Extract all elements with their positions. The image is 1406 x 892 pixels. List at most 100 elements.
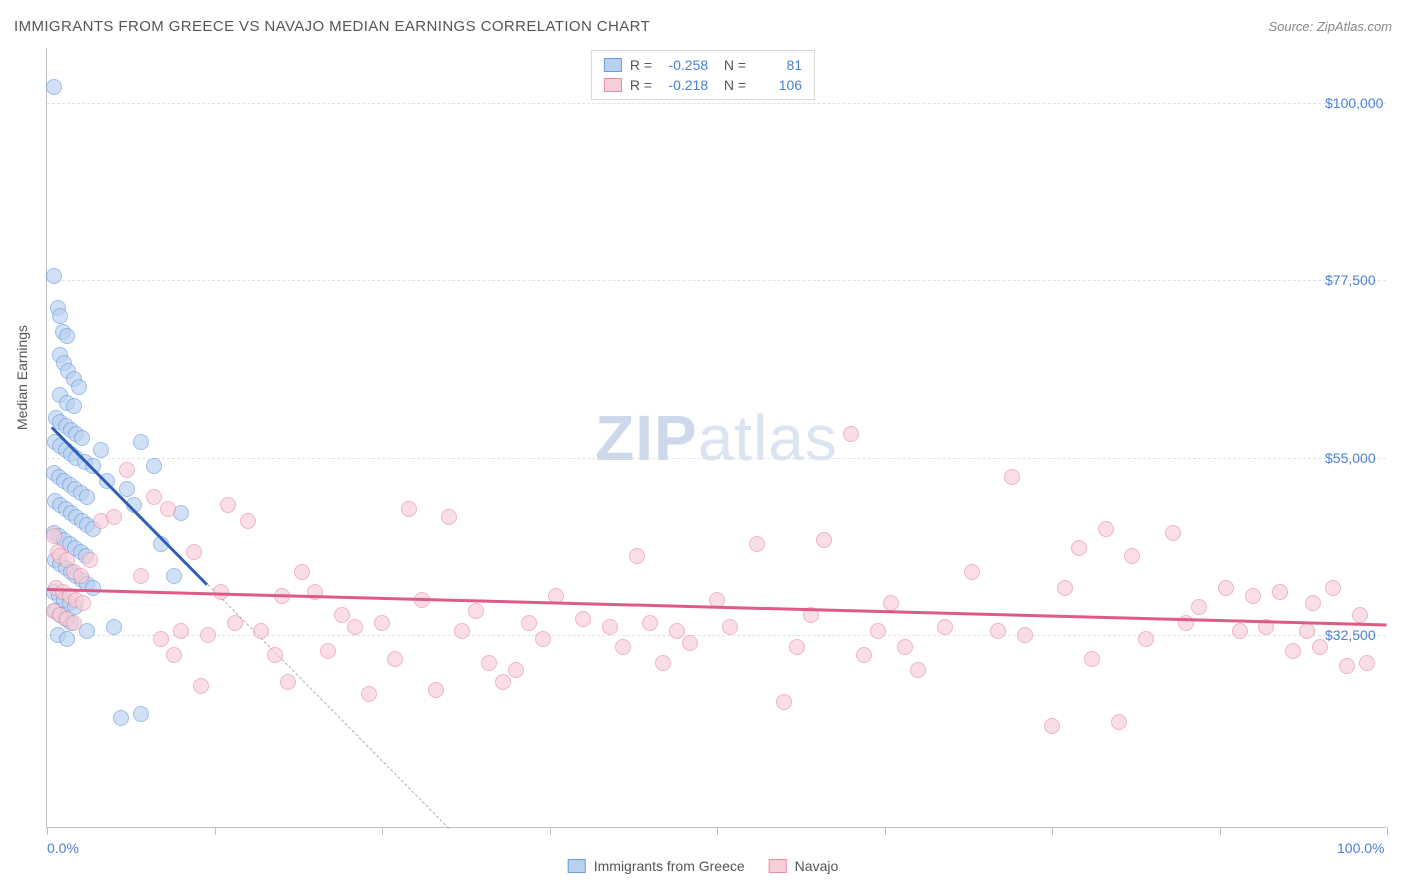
scatter-point xyxy=(856,647,872,663)
scatter-point xyxy=(789,639,805,655)
scatter-point xyxy=(160,501,176,517)
legend-item-greece: Immigrants from Greece xyxy=(568,858,745,874)
source-attribution: Source: ZipAtlas.com xyxy=(1268,19,1392,34)
scatter-point xyxy=(1165,525,1181,541)
scatter-point xyxy=(521,615,537,631)
scatter-point xyxy=(146,489,162,505)
scatter-point xyxy=(655,655,671,671)
scatter-point xyxy=(1218,580,1234,596)
scatter-point xyxy=(166,568,182,584)
scatter-point xyxy=(1111,714,1127,730)
scatter-point xyxy=(66,615,82,631)
scatter-point xyxy=(46,528,62,544)
scatter-point xyxy=(52,308,68,324)
scatter-point xyxy=(75,595,91,611)
swatch-greece xyxy=(604,58,622,72)
scatter-point xyxy=(468,603,484,619)
scatter-point xyxy=(200,627,216,643)
x-tick xyxy=(550,827,551,835)
scatter-point xyxy=(59,631,75,647)
x-tick xyxy=(1220,827,1221,835)
scatter-point xyxy=(1245,588,1261,604)
scatter-point xyxy=(776,694,792,710)
swatch-greece xyxy=(568,859,586,873)
gridline xyxy=(47,458,1386,459)
scatter-point xyxy=(1098,521,1114,537)
scatter-point xyxy=(1285,643,1301,659)
scatter-point xyxy=(816,532,832,548)
scatter-point xyxy=(669,623,685,639)
scatter-point xyxy=(106,619,122,635)
scatter-point xyxy=(535,631,551,647)
scatter-point xyxy=(119,481,135,497)
r-value-greece: -0.258 xyxy=(660,57,708,73)
scatter-point xyxy=(46,79,62,95)
scatter-point xyxy=(481,655,497,671)
scatter-point xyxy=(615,639,631,655)
scatter-point xyxy=(113,710,129,726)
watermark-zip: ZIP xyxy=(595,402,698,474)
scatter-point xyxy=(73,568,89,584)
scatter-point xyxy=(629,548,645,564)
scatter-point xyxy=(186,544,202,560)
scatter-point xyxy=(374,615,390,631)
scatter-point xyxy=(93,442,109,458)
x-tick xyxy=(215,827,216,835)
title-bar: IMMIGRANTS FROM GREECE VS NAVAJO MEDIAN … xyxy=(14,18,1392,35)
scatter-point xyxy=(1071,540,1087,556)
scatter-point xyxy=(428,682,444,698)
scatter-point xyxy=(240,513,256,529)
series-legend: Immigrants from Greece Navajo xyxy=(568,858,839,874)
scatter-point xyxy=(347,619,363,635)
y-tick-label: $55,000 xyxy=(1325,450,1406,466)
scatter-point xyxy=(1272,584,1288,600)
x-axis-label: 0.0% xyxy=(47,840,79,856)
y-tick-label: $32,500 xyxy=(1325,627,1406,643)
scatter-point xyxy=(133,434,149,450)
scatter-point xyxy=(1359,655,1375,671)
chart-title: IMMIGRANTS FROM GREECE VS NAVAJO MEDIAN … xyxy=(14,18,650,35)
correlation-legend: R = -0.258 N = 81 R = -0.218 N = 106 xyxy=(591,50,815,100)
scatter-point xyxy=(106,509,122,525)
scatter-point xyxy=(990,623,1006,639)
scatter-point xyxy=(575,611,591,627)
scatter-point xyxy=(280,674,296,690)
n-value-navajo: 106 xyxy=(754,77,802,93)
scatter-point xyxy=(454,623,470,639)
scatter-point xyxy=(133,706,149,722)
scatter-point xyxy=(401,501,417,517)
scatter-point xyxy=(46,268,62,284)
scatter-point xyxy=(267,647,283,663)
scatter-point xyxy=(334,607,350,623)
swatch-navajo xyxy=(769,859,787,873)
scatter-point xyxy=(294,564,310,580)
legend-item-navajo: Navajo xyxy=(769,858,839,874)
scatter-point xyxy=(146,458,162,474)
plot-area: ZIPatlas $32,500$55,000$77,500$100,0000.… xyxy=(46,48,1386,828)
y-axis-label: Median Earnings xyxy=(14,325,30,430)
scatter-point xyxy=(320,643,336,659)
trend-line-extension xyxy=(207,584,449,829)
scatter-point xyxy=(1299,623,1315,639)
n-label: N = xyxy=(716,77,746,93)
scatter-point xyxy=(642,615,658,631)
scatter-point xyxy=(1057,580,1073,596)
x-tick xyxy=(885,827,886,835)
gridline xyxy=(47,103,1386,104)
scatter-point xyxy=(82,552,98,568)
scatter-point xyxy=(722,619,738,635)
scatter-point xyxy=(79,623,95,639)
scatter-point xyxy=(119,462,135,478)
scatter-point xyxy=(173,623,189,639)
scatter-point xyxy=(897,639,913,655)
scatter-point xyxy=(387,651,403,667)
scatter-point xyxy=(749,536,765,552)
scatter-point xyxy=(85,580,101,596)
scatter-point xyxy=(1138,631,1154,647)
x-tick xyxy=(717,827,718,835)
scatter-point xyxy=(79,489,95,505)
x-axis-label: 100.0% xyxy=(1337,840,1384,856)
scatter-point xyxy=(1044,718,1060,734)
watermark: ZIPatlas xyxy=(595,401,838,475)
scatter-point xyxy=(1232,623,1248,639)
